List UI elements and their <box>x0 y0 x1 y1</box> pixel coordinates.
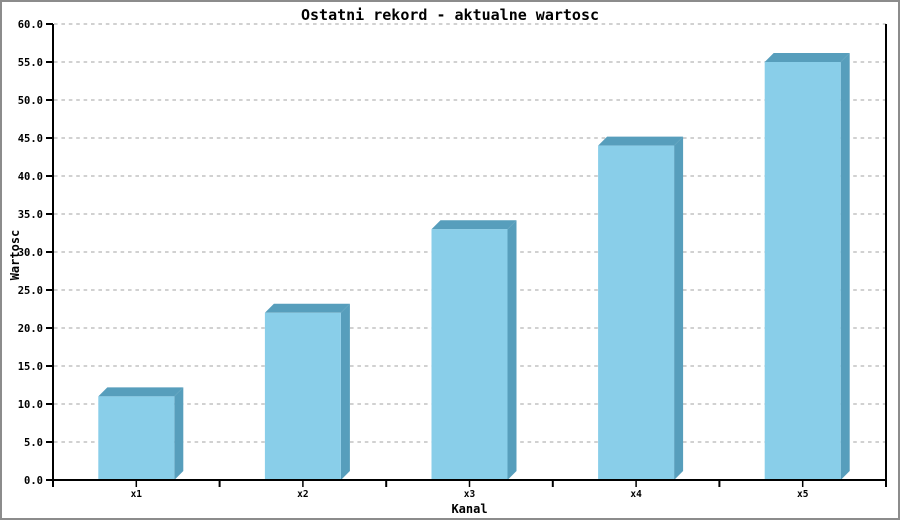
bar-front-face <box>264 312 341 480</box>
x-category-label: x3 <box>464 489 476 500</box>
bar-front-face <box>98 396 175 480</box>
x-axis-label: Kanal <box>451 502 488 516</box>
bar-x4 <box>598 136 684 480</box>
bar-front-face <box>598 145 675 480</box>
bar-top-face <box>264 303 350 313</box>
y-tick-label: 20.0 <box>18 323 43 335</box>
bar-front-face <box>431 229 508 480</box>
y-tick-label: 25.0 <box>18 285 43 297</box>
y-tick-label: 45.0 <box>18 133 43 145</box>
bar-top-face <box>98 387 184 397</box>
y-tick-label: 15.0 <box>18 361 43 373</box>
bar-x2 <box>264 303 350 480</box>
bar-front-face <box>764 62 841 480</box>
chart-title: Ostatni rekord - aktualne wartosc <box>300 6 599 24</box>
bar-side-face <box>340 303 350 480</box>
bar-x5 <box>764 53 850 480</box>
x-category-label: x2 <box>297 489 308 500</box>
bar-side-face <box>507 220 517 480</box>
y-tick-label: 40.0 <box>18 171 43 183</box>
y-tick-label: 55.0 <box>18 57 43 69</box>
bar-side-face <box>174 387 184 480</box>
y-axis-label: Wartosc <box>8 229 22 281</box>
x-category-label: x4 <box>630 489 642 500</box>
x-category-label: x5 <box>797 489 809 500</box>
bar-top-face <box>764 53 850 62</box>
bar-top-face <box>598 136 684 146</box>
y-tick-label: 5.0 <box>24 437 43 449</box>
bar-side-face <box>674 136 684 480</box>
bar-top-face <box>431 220 517 230</box>
y-tick-label: 30.0 <box>18 247 43 259</box>
y-tick-label: 0.0 <box>24 475 43 487</box>
y-tick-label: 60.0 <box>18 19 43 31</box>
bar-x3 <box>431 220 517 480</box>
x-category-label: x1 <box>131 489 143 500</box>
y-tick-label: 10.0 <box>18 399 43 411</box>
bar-x1 <box>98 387 184 480</box>
y-tick-label: 35.0 <box>18 209 43 221</box>
bar-side-face <box>840 53 850 480</box>
y-tick-label: 50.0 <box>18 95 43 107</box>
